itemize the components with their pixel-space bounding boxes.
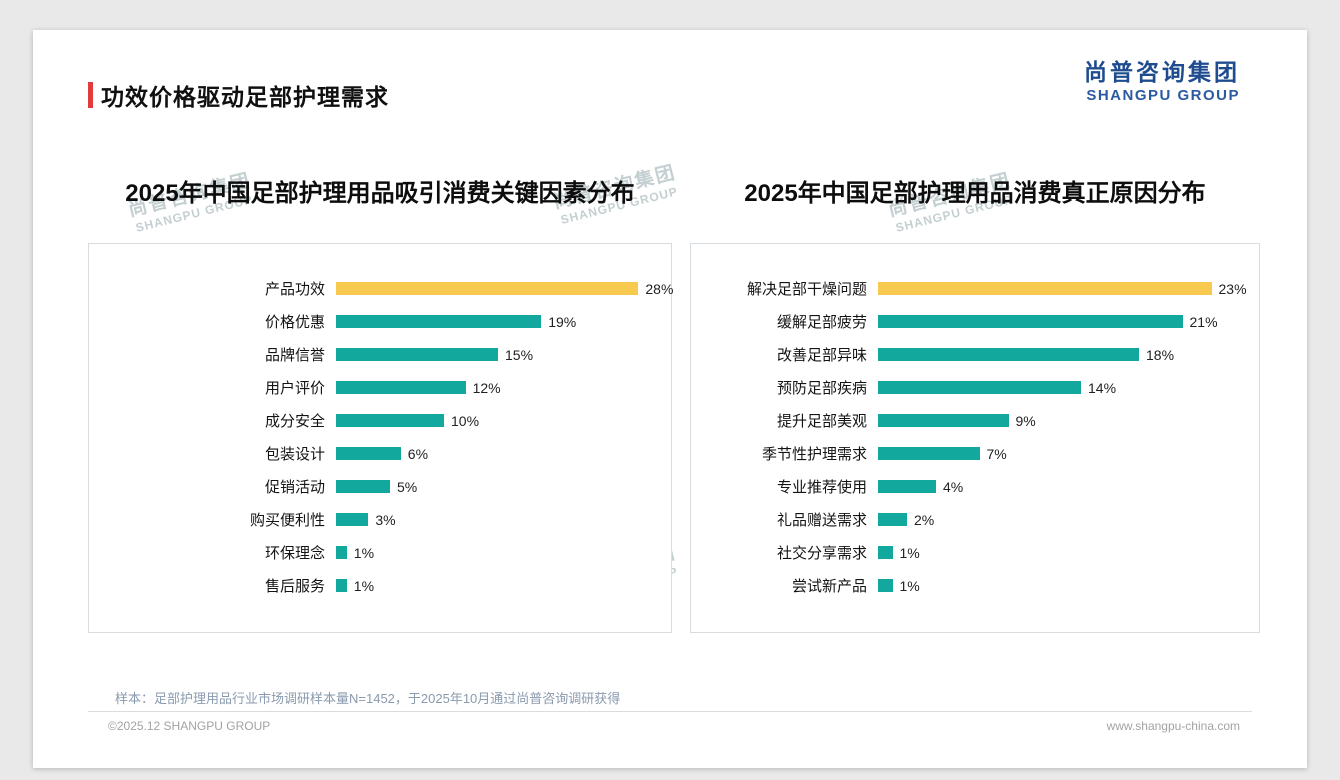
chart-panel-left: 产品功效 28% 价格优惠 19% 品牌信誉 15% 用户评价 12% 成分安全 10% 包装设计 6… (88, 243, 674, 633)
value-label: 15% (505, 346, 534, 363)
category-label: 专业推荐使用 (776, 479, 867, 496)
bar (336, 480, 390, 493)
category-label: 价格优惠 (264, 314, 325, 331)
value-label: 1% (899, 544, 920, 561)
value-label: 18% (1146, 346, 1175, 363)
value-label: 4% (943, 478, 964, 495)
category-label: 促销活动 (264, 479, 325, 496)
category-label: 品牌信誉 (264, 347, 325, 364)
chart-row: 尝试新产品 1% (691, 569, 1259, 602)
logo-cn-text: 尚普咨询集团 (1084, 59, 1240, 85)
category-label: 提升足部美观 (776, 413, 867, 430)
footer-website: www.shangpu-china.com (1106, 719, 1240, 733)
chart-panel-right: 解决足部干燥问题 23% 缓解足部疲劳 21% 改善足部异味 18% 预防足部疾病 14% 提升… (690, 243, 1260, 633)
footer-divider (88, 711, 1252, 712)
sample-note: 样本：足部护理用品行业市场调研样本量N=1452，于2025年10月通过尚普咨询… (115, 691, 621, 706)
chart-row: 包装设计 6% (89, 437, 671, 470)
chart-row: 品牌信誉 15% (89, 338, 671, 371)
value-label: 14% (1088, 379, 1117, 396)
left-chart-title: 2025年中国足部护理用品吸引消费关键因素分布 (125, 180, 635, 207)
chart-row: 解决足部干燥问题 23% (691, 272, 1259, 305)
category-label: 售后服务 (264, 578, 325, 595)
category-label: 环保理念 (264, 545, 325, 562)
value-label: 1% (353, 544, 375, 561)
chart-row: 提升足部美观 9% (691, 404, 1259, 437)
value-label: 10% (451, 412, 480, 429)
value-label: 21% (1189, 313, 1218, 330)
chart-row: 产品功效 28% (89, 272, 674, 305)
bar (878, 447, 980, 460)
category-label: 购买便利性 (249, 512, 325, 529)
bar (336, 381, 466, 394)
value-label: 6% (407, 445, 429, 462)
title-accent-bar (88, 82, 93, 108)
footer-copyright: ©2025.12 SHANGPU GROUP (108, 719, 271, 733)
chart-row: 礼品赠送需求 2% (691, 503, 1259, 536)
bar (878, 480, 936, 493)
value-label: 5% (397, 478, 418, 495)
chart-row: 成分安全 10% (89, 404, 671, 437)
bar (878, 414, 1009, 427)
value-label: 1% (353, 577, 375, 594)
chart-row: 季节性护理需求 7% (691, 437, 1259, 470)
chart-row: 价格优惠 19% (89, 305, 671, 338)
value-label: 9% (1015, 412, 1036, 429)
bar (336, 546, 347, 559)
chart-row: 环保理念 1% (89, 536, 671, 569)
category-label: 预防足部疾病 (776, 380, 867, 397)
value-label: 12% (472, 379, 501, 396)
category-label: 尝试新产品 (791, 578, 867, 595)
category-label: 包装设计 (264, 446, 325, 463)
chart-row: 购买便利性 3% (89, 503, 671, 536)
value-label: 1% (899, 577, 920, 594)
page-title: 功效价格驱动足部护理需求 (101, 84, 389, 110)
bar (878, 348, 1139, 361)
chart-row: 售后服务 1% (89, 569, 671, 602)
chart-row: 促销活动 5% (89, 470, 671, 503)
slide-card: 尚普咨询集团 SHANGPU GROUP 尚普咨询集团 SHANGPU GROU… (33, 30, 1307, 768)
logo-en-text: SHANGPU GROUP (1086, 86, 1240, 104)
value-label: 23% (1218, 280, 1247, 297)
category-label: 产品功效 (264, 281, 325, 298)
chart-row: 改善足部异味 18% (691, 338, 1259, 371)
category-label: 用户评价 (264, 380, 325, 397)
bar (336, 282, 639, 295)
bar (878, 579, 893, 592)
value-label: 3% (375, 511, 396, 528)
category-label: 礼品赠送需求 (776, 512, 867, 529)
bar (878, 282, 1212, 295)
chart-row: 预防足部疾病 14% (691, 371, 1259, 404)
bar (336, 579, 347, 592)
bar (878, 546, 893, 559)
bar (336, 414, 444, 427)
category-label: 缓解足部疲劳 (776, 314, 867, 331)
category-label: 社交分享需求 (776, 545, 867, 562)
value-label: 7% (986, 445, 1007, 462)
category-label: 改善足部异味 (776, 347, 867, 364)
bar (878, 381, 1081, 394)
value-label: 2% (914, 511, 935, 528)
right-chart-title: 2025年中国足部护理用品消费真正原因分布 (744, 180, 1206, 207)
category-label: 解决足部干燥问题 (746, 281, 867, 298)
bar (336, 348, 498, 361)
category-label: 成分安全 (264, 413, 325, 430)
value-label: 28% (645, 280, 674, 297)
bar (878, 513, 907, 526)
category-label: 季节性护理需求 (761, 446, 867, 463)
chart-row: 用户评价 12% (89, 371, 671, 404)
bar (336, 513, 369, 526)
bar (336, 315, 542, 328)
company-logo: 尚普咨询集团 SHANGPU GROUP (1084, 58, 1240, 105)
bar (878, 315, 1183, 328)
chart-row: 社交分享需求 1% (691, 536, 1259, 569)
value-label: 19% (548, 313, 577, 330)
chart-row: 专业推荐使用 4% (691, 470, 1259, 503)
chart-row: 缓解足部疲劳 21% (691, 305, 1259, 338)
bar (336, 447, 401, 460)
